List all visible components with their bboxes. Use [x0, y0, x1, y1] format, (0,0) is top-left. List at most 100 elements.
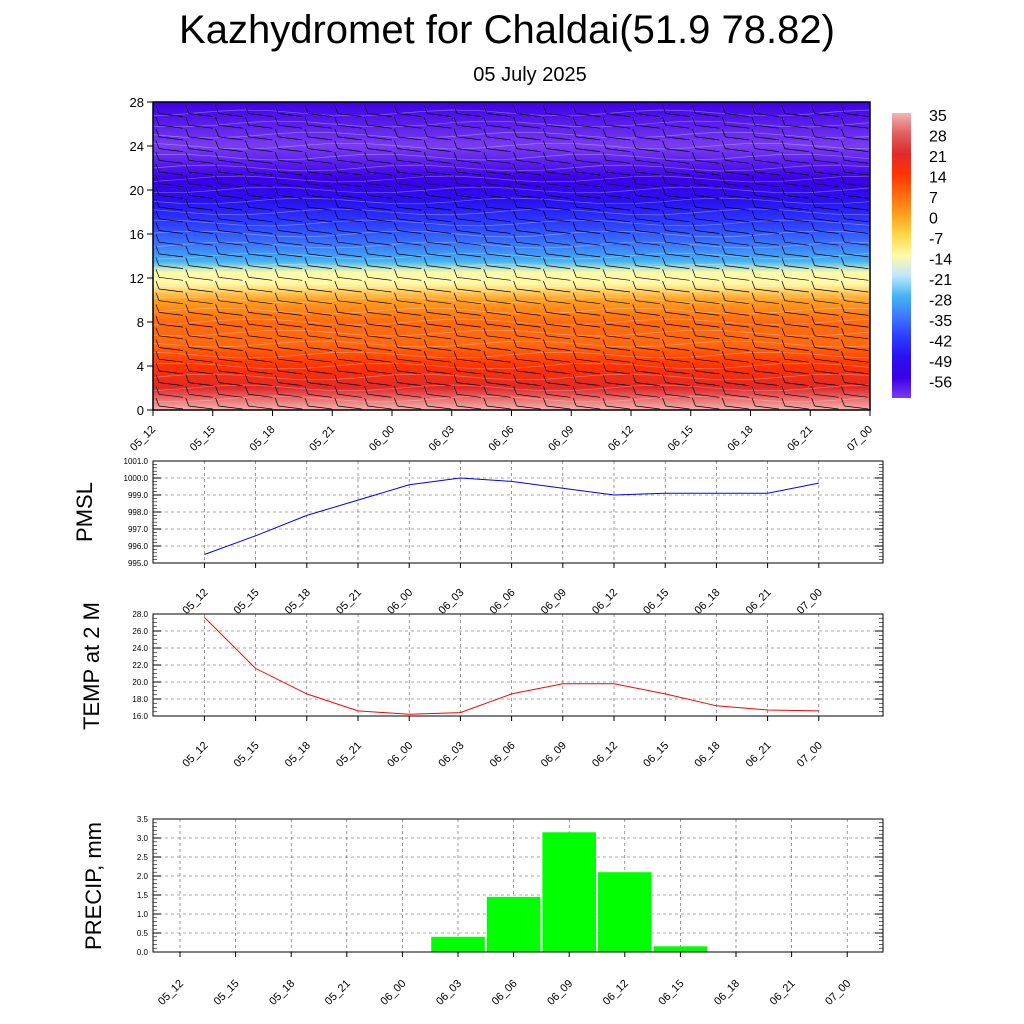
wind-barb — [155, 128, 184, 141]
wind-barb — [662, 175, 690, 188]
wind-barb — [245, 362, 273, 375]
wind-barb — [572, 315, 601, 328]
wind-barb — [304, 187, 333, 199]
wind-barb — [721, 187, 750, 199]
wind-barb — [721, 397, 750, 410]
wind-barb — [453, 152, 482, 164]
wind-barb — [245, 304, 273, 316]
contour-line — [153, 307, 870, 315]
wind-barb — [692, 362, 720, 375]
colorbar-label: 21 — [929, 149, 947, 166]
wind-barb — [602, 175, 631, 188]
wind-barb — [483, 163, 511, 176]
wind-barb — [572, 292, 601, 305]
wind-barb — [483, 198, 511, 211]
wind-barb — [394, 187, 422, 199]
wind-barb — [811, 175, 839, 188]
wind-barb — [185, 351, 213, 363]
wind-barb — [453, 128, 482, 141]
wind-barb — [423, 245, 452, 258]
wind-barb — [453, 327, 482, 340]
wind-barb — [394, 222, 422, 234]
wind-barb — [602, 257, 631, 269]
wind-barb — [394, 304, 422, 316]
wind-barb — [602, 222, 631, 234]
wind-barb — [215, 386, 243, 398]
wind-barb — [841, 105, 869, 117]
wind-barb — [513, 187, 541, 199]
wind-barb — [185, 315, 213, 328]
wind-barb — [245, 128, 273, 141]
colorbar-label: 7 — [929, 190, 938, 207]
wind-barb — [423, 198, 452, 211]
wind-barb — [364, 163, 392, 176]
x-tick-label: 06_12 — [590, 587, 620, 617]
wind-barb — [423, 386, 452, 398]
y-tick-label: 28 — [130, 95, 144, 110]
wind-barb — [245, 198, 273, 211]
wind-barb — [274, 163, 303, 176]
x-tick-label: 05_21 — [334, 587, 364, 617]
wind-barb — [304, 198, 333, 211]
wind-barb — [513, 269, 541, 281]
wind-barb — [394, 269, 422, 281]
colorbar-label: -14 — [929, 252, 952, 269]
wind-barb — [394, 327, 422, 340]
wind-barb — [572, 280, 601, 293]
wind-barb — [841, 280, 869, 293]
wind-barb — [453, 105, 482, 117]
colorbar-labels: 35 28 21 14 7 0 -7 -14 -21 -28 -35 -42 -49 -56 — [929, 108, 952, 392]
wind-barb — [155, 269, 184, 281]
wind-barb — [841, 362, 869, 375]
wind-barb — [751, 257, 780, 269]
x-tick-label: 05_15 — [232, 587, 262, 617]
wind-barb — [334, 351, 362, 363]
wind-barb — [364, 245, 392, 258]
wind-barb — [543, 327, 571, 340]
wind-barb — [155, 175, 184, 188]
wind-barb — [364, 386, 392, 398]
wind-barb — [185, 304, 213, 316]
wind-barb — [513, 362, 541, 375]
wind-barb — [721, 140, 750, 152]
x-tick-label: 06_21 — [785, 424, 815, 454]
wind-barb — [811, 269, 839, 281]
wind-barbs — [155, 105, 869, 410]
wind-barb — [304, 140, 333, 152]
wind-barb — [543, 339, 571, 351]
wind-barb — [811, 397, 839, 410]
wind-barb — [751, 351, 780, 363]
x-tick-label: 05_12 — [128, 424, 158, 454]
wind-barb — [215, 163, 243, 176]
wind-barb — [215, 187, 243, 199]
wind-barb — [572, 234, 601, 246]
wind-barb — [334, 187, 362, 199]
wind-barb — [662, 257, 690, 269]
wind-barb — [781, 163, 809, 176]
wind-barb — [394, 257, 422, 269]
wind-barb — [155, 105, 184, 117]
wind-barb — [155, 397, 184, 410]
wind-barb — [602, 327, 631, 340]
wind-barb — [155, 362, 184, 375]
wind-barb — [274, 327, 303, 340]
wind-barb — [811, 163, 839, 176]
wind-barb — [662, 280, 690, 293]
wind-barb — [632, 163, 660, 176]
wind-barb — [602, 315, 631, 328]
wind-barb — [513, 245, 541, 258]
wind-barb — [245, 140, 273, 152]
wind-barb — [423, 222, 452, 234]
wind-barb — [543, 397, 571, 410]
y-tick-label: 996.0 — [128, 542, 149, 551]
wind-barb — [245, 397, 273, 410]
precip-panel: 0.0 0.5 1.0 1.5 2.0 2.5 3.0 3.5 05_12 05_15 05_18… — [81, 815, 884, 1008]
wind-barb — [632, 397, 660, 410]
chart-title: Kazhydromet for Chaldai(51.9 78.82) — [179, 8, 835, 52]
wind-barb — [721, 210, 750, 223]
wind-barb — [155, 163, 184, 176]
wind-barb — [364, 280, 392, 293]
wind-barb — [245, 234, 273, 246]
wind-barb — [304, 397, 333, 410]
